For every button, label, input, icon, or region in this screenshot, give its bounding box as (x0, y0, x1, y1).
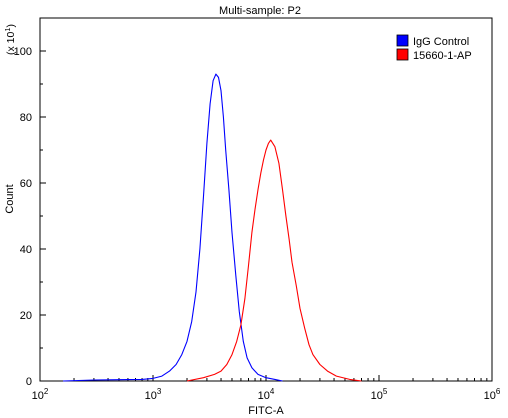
legend: IgG Control 15660-1-AP (396, 34, 472, 62)
y-tick-label: 60 (20, 178, 32, 190)
x-tick-base: 10 (371, 390, 383, 402)
plot-frame (39, 17, 493, 382)
y-tick-label: 80 (20, 112, 32, 124)
x-tick-label: 105 (371, 387, 388, 402)
x-tick-exponent: 2 (44, 387, 49, 396)
x-tick-base: 10 (484, 390, 496, 402)
y-tick-label: 0 (26, 376, 32, 388)
x-tick-label: 103 (145, 387, 162, 402)
y-tick-label: 20 (20, 310, 32, 322)
legend-label: IgG Control (413, 36, 469, 48)
y-tick-label: 100 (14, 46, 32, 58)
y-axis-label: Count (4, 184, 16, 213)
y-multiplier-label: (x 101) (3, 24, 17, 55)
legend-label: 15660-1-AP (413, 50, 472, 62)
x-tick-base: 10 (258, 390, 270, 402)
y-axis-ticks: 0 20 40 60 80 100 (14, 46, 46, 388)
x-axis-ticks: 102 103 104 105 106 (32, 375, 501, 402)
x-axis-label: FITC-A (248, 405, 284, 417)
series-line-0 (63, 73, 283, 382)
x-tick-exponent: 3 (157, 387, 162, 396)
y-multiplier-base: (x 10 (5, 31, 17, 55)
y-multiplier-exp: 1 (3, 27, 12, 31)
series-layer (63, 73, 362, 382)
x-tick-exponent: 5 (383, 387, 388, 396)
legend-swatch (396, 34, 409, 47)
series-line-1 (186, 139, 362, 382)
x-tick-exponent: 6 (496, 387, 501, 396)
x-tick-base: 10 (145, 390, 157, 402)
x-minor-ticks (73, 378, 488, 381)
legend-swatch (396, 48, 409, 61)
y-multiplier-close: ) (5, 24, 17, 28)
chart-title: Multi-sample: P2 (219, 5, 301, 17)
x-tick-label: 106 (484, 387, 501, 402)
x-tick-label: 104 (258, 387, 275, 402)
y-tick-label: 40 (20, 244, 32, 256)
x-tick-base: 10 (32, 390, 44, 402)
x-tick-label: 102 (32, 387, 49, 402)
x-tick-exponent: 4 (270, 387, 275, 396)
